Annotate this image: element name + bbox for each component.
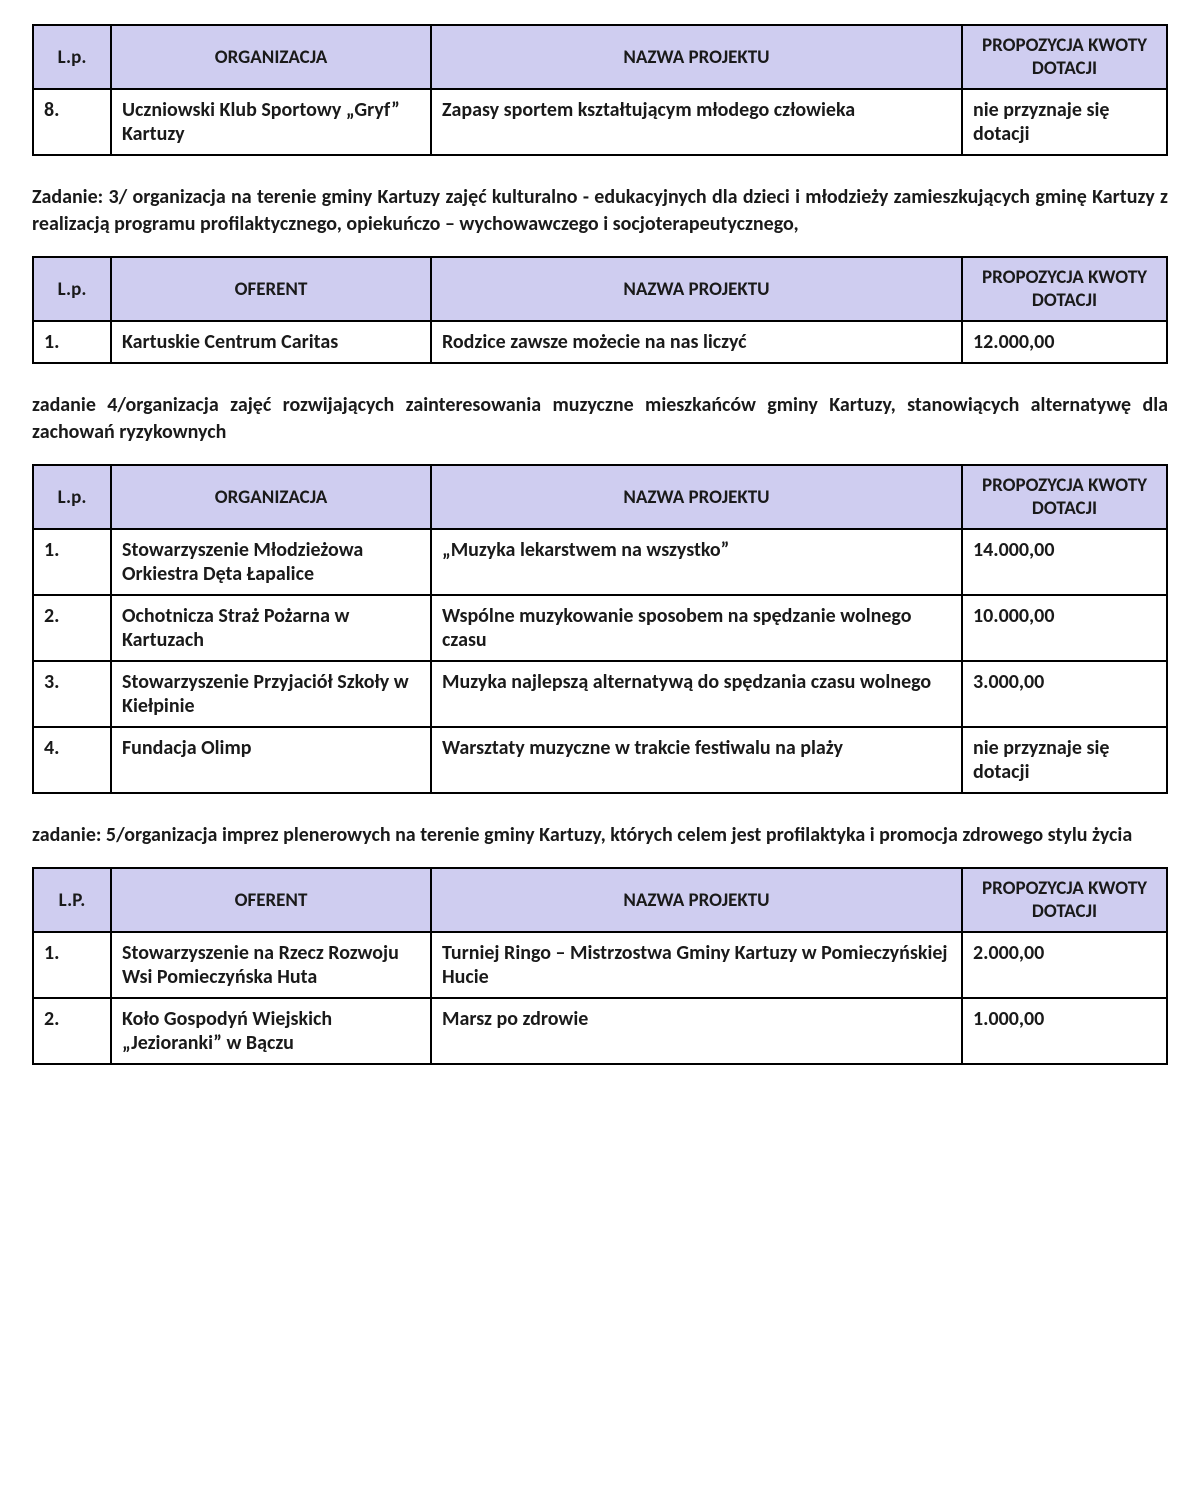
cell-proj: Zapasy sportem kształtującym młodego czł…: [431, 89, 962, 155]
col-amt: PROPOZYCJA KWOTY DOTACJI: [962, 257, 1167, 321]
task-description-4: zadanie 4/organizacja zajęć rozwijającyc…: [32, 392, 1168, 446]
table-header-row: L.p. ORGANIZACJA NAZWA PROJEKTU PROPOZYC…: [33, 465, 1167, 529]
col-lp: L.P.: [33, 868, 111, 932]
cell-proj: Wspólne muzykowanie sposobem na spędzani…: [431, 595, 962, 661]
cell-amt: 10.000,00: [962, 595, 1167, 661]
funding-table-4: L.P. OFERENT NAZWA PROJEKTU PROPOZYCJA K…: [32, 867, 1168, 1065]
table-row: 4. Fundacja Olimp Warsztaty muzyczne w t…: [33, 727, 1167, 793]
cell-org: Kartuskie Centrum Caritas: [111, 321, 431, 363]
cell-lp: 1.: [33, 529, 111, 595]
cell-lp: 8.: [33, 89, 111, 155]
col-org: ORGANIZACJA: [111, 25, 431, 89]
table-row: 3. Stowarzyszenie Przyjaciół Szkoły w Ki…: [33, 661, 1167, 727]
col-lp: L.p.: [33, 25, 111, 89]
task-description-5: zadanie: 5/organizacja imprez plenerowyc…: [32, 822, 1168, 849]
cell-proj: Marsz po zdrowie: [431, 998, 962, 1064]
col-proj: NAZWA PROJEKTU: [431, 25, 962, 89]
col-org: OFERENT: [111, 868, 431, 932]
cell-org: Ochotnicza Straż Pożarna w Kartuzach: [111, 595, 431, 661]
col-lp: L.p.: [33, 257, 111, 321]
cell-org: Koło Gospodyń Wiejskich „Jezioranki” w B…: [111, 998, 431, 1064]
table-header-row: L.p. OFERENT NAZWA PROJEKTU PROPOZYCJA K…: [33, 257, 1167, 321]
cell-org: Fundacja Olimp: [111, 727, 431, 793]
col-amt: PROPOZYCJA KWOTY DOTACJI: [962, 868, 1167, 932]
col-org: ORGANIZACJA: [111, 465, 431, 529]
cell-amt: nie przyznaje się dotacji: [962, 727, 1167, 793]
col-amt: PROPOZYCJA KWOTY DOTACJI: [962, 25, 1167, 89]
cell-lp: 1.: [33, 321, 111, 363]
col-org: OFERENT: [111, 257, 431, 321]
cell-proj: Rodzice zawsze możecie na nas liczyć: [431, 321, 962, 363]
table-row: 8. Uczniowski Klub Sportowy „Gryf” Kartu…: [33, 89, 1167, 155]
cell-amt: nie przyznaje się dotacji: [962, 89, 1167, 155]
cell-proj: Muzyka najlepszą alternatywą do spędzani…: [431, 661, 962, 727]
task-description-3: Zadanie: 3/ organizacja na terenie gminy…: [32, 184, 1168, 238]
cell-org: Stowarzyszenie Przyjaciół Szkoły w Kiełp…: [111, 661, 431, 727]
col-proj: NAZWA PROJEKTU: [431, 868, 962, 932]
col-proj: NAZWA PROJEKTU: [431, 465, 962, 529]
cell-proj: Warsztaty muzyczne w trakcie festiwalu n…: [431, 727, 962, 793]
table-row: 1. Kartuskie Centrum Caritas Rodzice zaw…: [33, 321, 1167, 363]
cell-amt: 14.000,00: [962, 529, 1167, 595]
table-header-row: L.p. ORGANIZACJA NAZWA PROJEKTU PROPOZYC…: [33, 25, 1167, 89]
col-lp: L.p.: [33, 465, 111, 529]
cell-proj: „Muzyka lekarstwem na wszystko”: [431, 529, 962, 595]
table-row: 2. Koło Gospodyń Wiejskich „Jezioranki” …: [33, 998, 1167, 1064]
cell-amt: 1.000,00: [962, 998, 1167, 1064]
cell-lp: 2.: [33, 595, 111, 661]
cell-lp: 3.: [33, 661, 111, 727]
cell-org: Uczniowski Klub Sportowy „Gryf” Kartuzy: [111, 89, 431, 155]
table-row: 1. Stowarzyszenie na Rzecz Rozwoju Wsi P…: [33, 932, 1167, 998]
col-amt: PROPOZYCJA KWOTY DOTACJI: [962, 465, 1167, 529]
table-row: 1. Stowarzyszenie Młodzieżowa Orkiestra …: [33, 529, 1167, 595]
table-row: 2. Ochotnicza Straż Pożarna w Kartuzach …: [33, 595, 1167, 661]
funding-table-1: L.p. ORGANIZACJA NAZWA PROJEKTU PROPOZYC…: [32, 24, 1168, 156]
funding-table-3: L.p. ORGANIZACJA NAZWA PROJEKTU PROPOZYC…: [32, 464, 1168, 794]
cell-amt: 3.000,00: [962, 661, 1167, 727]
table-header-row: L.P. OFERENT NAZWA PROJEKTU PROPOZYCJA K…: [33, 868, 1167, 932]
cell-lp: 2.: [33, 998, 111, 1064]
funding-table-2: L.p. OFERENT NAZWA PROJEKTU PROPOZYCJA K…: [32, 256, 1168, 364]
cell-org: Stowarzyszenie na Rzecz Rozwoju Wsi Pomi…: [111, 932, 431, 998]
cell-amt: 12.000,00: [962, 321, 1167, 363]
cell-lp: 4.: [33, 727, 111, 793]
cell-lp: 1.: [33, 932, 111, 998]
cell-amt: 2.000,00: [962, 932, 1167, 998]
cell-proj: Turniej Ringo – Mistrzostwa Gminy Kartuz…: [431, 932, 962, 998]
cell-org: Stowarzyszenie Młodzieżowa Orkiestra Dęt…: [111, 529, 431, 595]
col-proj: NAZWA PROJEKTU: [431, 257, 962, 321]
